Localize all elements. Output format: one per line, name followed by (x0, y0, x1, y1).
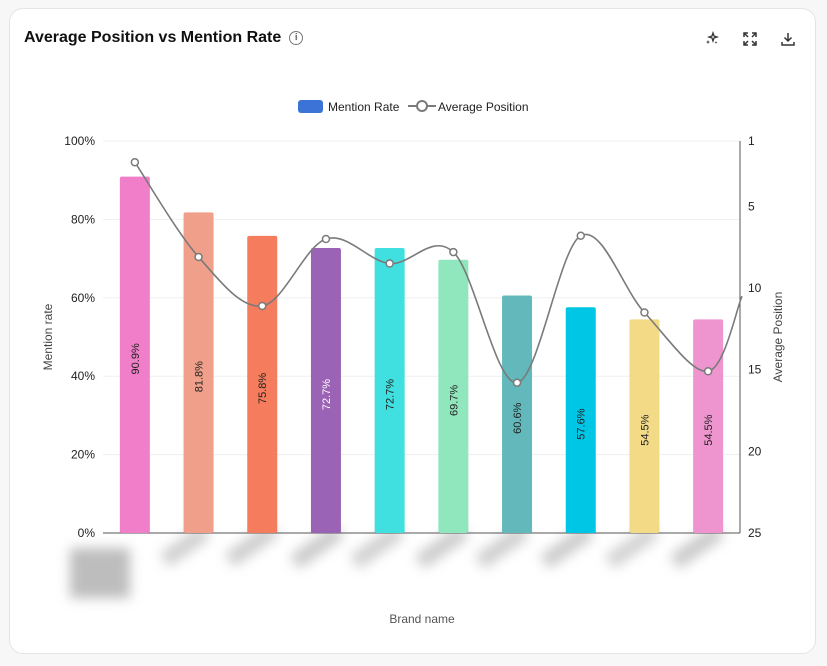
bar[interactable] (629, 319, 660, 533)
bar-data-label: 81.8% (194, 361, 206, 392)
bar[interactable] (438, 259, 469, 533)
y2-axis-title: Average Position (771, 292, 785, 383)
y2-tick-label: 10 (748, 281, 762, 295)
line-point[interactable] (449, 247, 458, 257)
legend-bar-label: Mention Rate (328, 100, 400, 114)
expand-icon[interactable] (741, 30, 759, 48)
legend-line-label: Average Position (438, 100, 529, 114)
y2-tick-label: 5 (748, 199, 755, 213)
x-axis-title: Brand name (389, 612, 455, 626)
y-axis-title: Mention rate (41, 303, 55, 370)
y-tick-label: 20% (71, 448, 95, 462)
bar-data-label: 54.5% (639, 414, 651, 445)
sparkle-icon[interactable] (703, 30, 721, 48)
bar[interactable] (565, 307, 596, 533)
bar-data-label: 69.7% (448, 385, 460, 416)
y-tick-label: 100% (64, 134, 95, 148)
y-tick-label: 40% (71, 369, 95, 383)
download-icon[interactable] (779, 30, 797, 48)
bar-data-label: 72.7% (385, 379, 397, 410)
bar-data-label: 90.9% (130, 343, 142, 374)
legend-bar-swatch (298, 100, 323, 113)
line-point[interactable] (640, 308, 649, 317)
chart-title: Average Position vs Mention Rate (24, 29, 282, 46)
legend-line-marker (416, 100, 428, 112)
y-tick-label: 0% (78, 526, 96, 540)
bar[interactable] (502, 295, 533, 533)
line-point[interactable] (703, 367, 713, 376)
y2-tick-label: 15 (748, 363, 762, 377)
bar-data-label: 57.6% (576, 408, 588, 439)
line-point[interactable] (194, 252, 203, 262)
blurred-category-labels (60, 522, 740, 598)
bar[interactable] (119, 176, 150, 533)
bar[interactable] (247, 235, 278, 533)
y2-tick-label: 25 (748, 526, 762, 540)
line-point[interactable] (576, 231, 585, 240)
info-icon[interactable]: i (289, 31, 304, 45)
bar[interactable] (183, 212, 214, 533)
y2-tick-label: 20 (748, 444, 762, 458)
bar-data-label: 72.7% (321, 379, 333, 410)
chart-toolbar (703, 30, 797, 48)
line-point[interactable] (130, 157, 140, 167)
bar-data-label: 60.6% (512, 402, 524, 433)
line-point[interactable] (512, 378, 522, 387)
y-tick-label: 60% (71, 291, 95, 305)
line-point[interactable] (258, 301, 267, 311)
bar[interactable] (310, 248, 341, 534)
bar-data-label: 75.8% (257, 373, 269, 404)
line-point[interactable] (385, 259, 394, 268)
average-position-line (134, 161, 743, 384)
chart-title-row: Average Position vs Mention Rate i (24, 29, 304, 47)
line-point[interactable] (321, 234, 331, 244)
y2-tick-label: 1 (748, 134, 755, 148)
y-tick-label: 80% (71, 212, 95, 226)
bar[interactable] (693, 319, 724, 533)
bar[interactable] (374, 248, 405, 534)
bar-data-label: 54.5% (703, 414, 715, 445)
